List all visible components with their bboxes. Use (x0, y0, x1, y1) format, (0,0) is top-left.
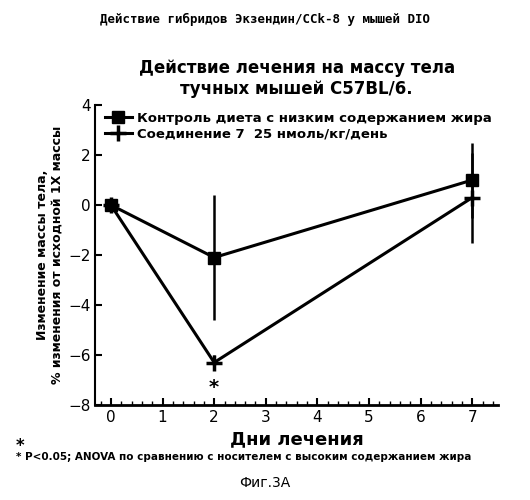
Text: *: * (209, 378, 219, 396)
Legend: Контроль диета с низким содержанием жира, Соединение 7  25 нмоль/кг/день: Контроль диета с низким содержанием жира… (105, 112, 492, 141)
Title: Действие лечения на массу тела
тучных мышей C57BL/6.: Действие лечения на массу тела тучных мы… (139, 59, 455, 98)
Text: *: * (16, 438, 24, 456)
Text: * P<0.05; ANOVA по сравнению с носителем с высоким содержанием жира: * P<0.05; ANOVA по сравнению с носителем… (16, 452, 471, 462)
Text: Действие гибридов Экзендин/CCk-8 у мышей DIO: Действие гибридов Экзендин/CCk-8 у мышей… (100, 12, 430, 26)
Text: Фиг.3А: Фиг.3А (240, 476, 290, 490)
X-axis label: Дни лечения: Дни лечения (230, 430, 364, 448)
Y-axis label: Изменение массы тела,
% изменения от исходной 1Х массы: Изменение массы тела, % изменения от исх… (36, 126, 64, 384)
